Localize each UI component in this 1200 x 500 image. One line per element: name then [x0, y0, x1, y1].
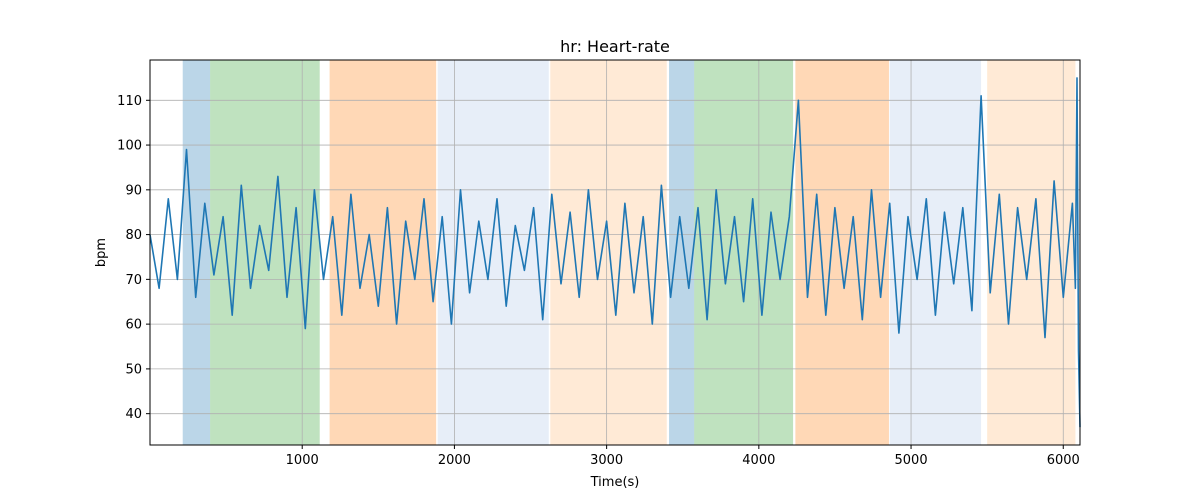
- y-tick-label: 90: [125, 183, 142, 198]
- series-line-0: [149, 77, 1081, 428]
- y-axis-title: bpm: [94, 238, 109, 267]
- y-tick-label: 100: [117, 139, 142, 154]
- y-tick-label: 50: [125, 362, 142, 377]
- series-line-layer: [149, 77, 1081, 428]
- grid: [150, 60, 1080, 445]
- y-tick-label: 80: [125, 228, 142, 243]
- x-tick-label: 3000: [590, 453, 623, 468]
- x-tick-label: 2000: [438, 453, 471, 468]
- x-tick-label: 1000: [286, 453, 319, 468]
- chart-title: hr: Heart-rate: [560, 37, 670, 56]
- x-tick-label: 5000: [895, 453, 928, 468]
- band-4: [550, 60, 667, 445]
- x-tick-label: 4000: [742, 453, 775, 468]
- band-7: [795, 60, 889, 445]
- y-tick-label: 60: [125, 318, 142, 333]
- band-0: [182, 60, 211, 445]
- y-tick-label: 40: [125, 407, 142, 422]
- band-5: [669, 60, 695, 445]
- plot-frame: [149, 59, 1081, 446]
- y-tick-label: 110: [117, 94, 142, 109]
- y-tick-label: 70: [125, 273, 142, 288]
- x-axis-title: Time(s): [590, 475, 640, 490]
- band-9: [987, 60, 1076, 445]
- x-tick-label: 6000: [1047, 453, 1080, 468]
- axis-ticks: 1000 2000 3000 4000 5000 6000 40 50 60 70 80 90 100 1…: [117, 94, 1080, 468]
- band-6: [694, 60, 794, 445]
